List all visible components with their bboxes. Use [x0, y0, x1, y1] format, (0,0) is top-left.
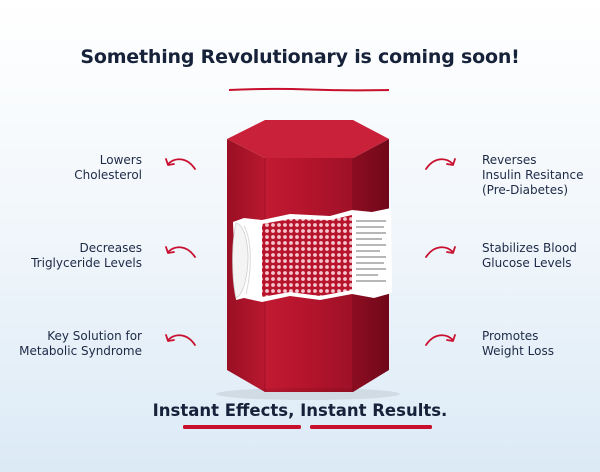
benefit-line: Reverses [482, 153, 537, 167]
benefit-line: Stabilizes Blood [482, 241, 577, 255]
headline-underline [229, 87, 389, 92]
curved-arrow-left-icon [165, 158, 196, 170]
curved-arrow-left-icon [165, 246, 196, 258]
benefit-lowers-cholesterol: Lowers Cholesterol [30, 153, 142, 183]
benefit-reverses-insulin-resistance: Reverses Insulin Resitance (Pre-Diabetes… [482, 153, 597, 198]
headline: Something Revolutionary is coming soon! [80, 46, 520, 68]
tagline: Instant Effects, Instant Results. [0, 401, 600, 420]
curved-arrow-right-icon [425, 246, 456, 258]
benefit-line: Weight Loss [482, 344, 554, 358]
label-fine-print [356, 220, 386, 282]
tagline-underline [183, 425, 301, 429]
benefit-line: Promotes [482, 329, 539, 343]
benefit-line: Glucose Levels [482, 256, 572, 270]
benefit-metabolic-syndrome: Key Solution for Metabolic Syndrome [5, 329, 142, 359]
benefit-line: Cholesterol [74, 168, 142, 182]
paper-curl [232, 222, 249, 299]
tagline-part-1: Instant Effects [152, 401, 289, 420]
tagline-separator: , [288, 401, 301, 420]
benefit-line: Metabolic Syndrome [19, 344, 142, 358]
benefit-promotes-weight-loss: Promotes Weight Loss [482, 329, 597, 359]
tagline-part-2: Instant Results. [300, 401, 448, 420]
benefit-line: Key Solution for [47, 329, 142, 343]
benefit-line: Lowers [99, 153, 142, 167]
curved-arrow-right-icon [425, 158, 456, 170]
benefit-decreases-triglycerides: Decreases Triglyceride Levels [10, 241, 142, 271]
benefit-stabilizes-glucose: Stabilizes Blood Glucose Levels [482, 241, 597, 271]
torn-dots [262, 215, 352, 297]
curved-arrow-right-icon [425, 334, 456, 346]
benefit-line: Decreases [79, 241, 142, 255]
benefit-line: (Pre-Diabetes) [482, 183, 569, 197]
benefit-line: Insulin Resitance [482, 168, 584, 182]
box-top [227, 120, 389, 158]
tagline-underline [310, 425, 432, 429]
benefit-line: Triglyceride Levels [31, 256, 142, 270]
curved-arrow-left-icon [165, 334, 196, 346]
